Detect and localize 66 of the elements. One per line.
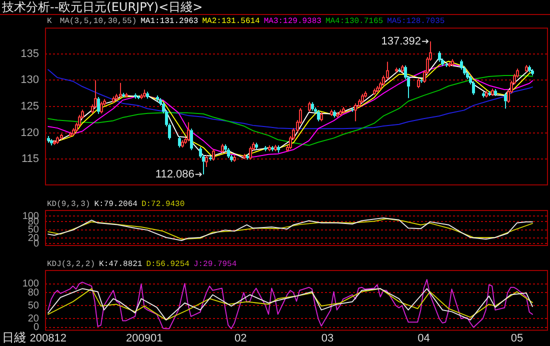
candlestick [494, 88, 497, 96]
x-tick-label: 04 [418, 332, 430, 344]
text: MA5:128.7035 [387, 17, 445, 26]
candlestick [146, 91, 149, 100]
y-tick-label: 0 [33, 322, 40, 334]
x-tick-label: 200812 [30, 332, 66, 344]
candlestick [209, 155, 212, 162]
candlestick [190, 128, 193, 151]
y-tick-label: 135 [20, 48, 39, 60]
series-label: K:79.2064 [94, 200, 138, 209]
candlestick [227, 148, 230, 159]
candlestick [333, 110, 336, 118]
y-tick-label: 120 [20, 126, 39, 139]
annotation: 137.392 [381, 35, 422, 48]
candlestick [398, 68, 401, 73]
candlestick [246, 154, 249, 160]
y-tick-label: 125 [20, 100, 39, 113]
candlestick [277, 144, 280, 154]
text: MA1:131.2963 [140, 17, 198, 26]
text: MA4:130.7165 [325, 17, 384, 26]
candlestick [482, 91, 485, 98]
x-tick-label: 200901 [126, 332, 163, 344]
candlestick [137, 94, 140, 100]
candlestick [47, 135, 50, 144]
text: D:56.9254 [146, 260, 190, 269]
candlestick [445, 62, 448, 68]
candlestick [488, 90, 491, 96]
x-tick-label: 02 [234, 332, 247, 344]
text: MA3:129.9383 [264, 17, 322, 26]
candlestick [438, 50, 441, 62]
candlestick [178, 136, 181, 148]
chart-title: 技术分析--欧元日元(EURJPY)<日綫> [0, 0, 550, 15]
candlestick [134, 92, 137, 100]
y-tick-label: 100 [22, 278, 40, 290]
candlestick [528, 64, 531, 73]
candlestick [122, 92, 125, 98]
candlestick [255, 142, 258, 150]
y-tick-label: 115 [21, 153, 39, 166]
text: K:47.8821 [99, 260, 142, 269]
y-tick-label: 20 [28, 313, 40, 324]
candlestick [50, 138, 53, 146]
candlestick [531, 68, 534, 76]
candlestick [420, 78, 423, 84]
candlestick [156, 94, 159, 102]
x-axis-title: 日綫 [2, 330, 26, 345]
text: K [47, 17, 52, 26]
x-tick-label: 05 [510, 332, 524, 344]
y-tick-label: 80 [28, 287, 40, 298]
candlestick [271, 145, 274, 152]
legend-title: KDJ(3,2,2) [47, 260, 96, 269]
candlestick [97, 96, 100, 114]
x-tick-label: 03 [321, 332, 334, 344]
text: D:72.9430 [141, 200, 185, 209]
y-tick-label: 130 [20, 74, 39, 86]
text: MA2:131.5614 [202, 17, 260, 26]
legend-title: MA(3,5,10,30,55) [60, 17, 137, 26]
candlestick [264, 145, 267, 152]
candlestick [351, 107, 354, 112]
candlestick [317, 110, 320, 122]
legend-title: KD(9,3,3) [47, 200, 90, 209]
y-tick-label: 50 [28, 300, 40, 312]
text: J:29.7954 [193, 260, 237, 269]
candlestick [311, 102, 314, 112]
annotation: 112.086 [155, 168, 194, 180]
y-tick-label: 0 [33, 238, 40, 250]
candlestick [504, 92, 507, 110]
